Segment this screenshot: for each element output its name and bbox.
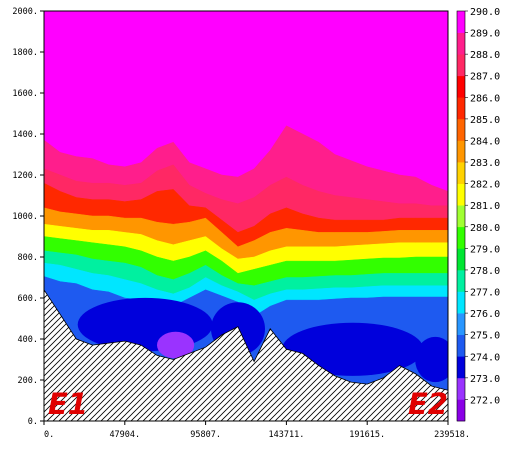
colorbar-tick-label: 283.0 [470,158,500,169]
colorbar-tick-label: 279.0 [470,244,500,255]
colorbar-tick-label: 278.0 [470,266,500,277]
colorbar-tick-label: 277.0 [470,288,500,299]
x-tick-label: 47904. [109,430,140,440]
y-tick-label: 0. [28,417,38,427]
terrain-hatched [44,289,448,421]
colorbar-tick-label: 273.0 [470,374,500,385]
colorbar-tick-label: 280.0 [470,223,500,234]
x-axis: 0. 47904. 95807. 143711. 191615. 239518. [43,421,470,440]
colorbar-swatch [457,226,465,249]
colorbar-swatch [457,269,465,292]
y-tick-label: 600. [18,294,38,304]
colorbar-swatch [457,334,465,357]
colorbar-swatch [457,377,465,400]
x-tick-label: 95807. [190,430,221,440]
y-tick-label: 400. [18,335,38,345]
corner-label-right: E2 [408,387,448,421]
colorbar-swatch [457,356,465,379]
y-tick-label: 1600. [12,89,38,99]
colorbar-swatch [457,118,465,141]
colorbar-tick-label: 285.0 [470,115,500,126]
y-tick-label: 1800. [12,48,38,58]
colorbar-tick-label: 290.0 [470,7,500,18]
corner-label-left: E1 [48,387,88,421]
x-tick-label: 239518. [434,430,470,440]
colorbar-tick-label: 274.0 [470,352,500,363]
y-tick-label: 1200. [12,171,38,181]
colorbar-tick-label: 276.0 [470,309,500,320]
cold-pocket-4 [157,331,195,359]
y-tick-label: 200. [18,376,38,386]
colorbar-swatch [457,11,465,33]
colorbar-tick-label: 284.0 [470,137,500,148]
colorbar-swatch [457,183,465,206]
colorbar-tick-label: 275.0 [470,331,500,342]
colorbar-swatch [457,248,465,271]
cold-pocket-3 [415,336,448,383]
colorbar-tick-label: 286.0 [470,93,500,104]
y-tick-label: 2000. [12,7,38,17]
colorbar-swatch [457,313,465,335]
colorbar-swatch [457,291,465,314]
colorbar-swatch [457,162,465,184]
plot-area [44,11,448,421]
y-axis: 0. 200. 400. 600. 800. 1000. 1200. 1400. 1600. 18… [12,7,44,427]
colorbar-tick-label: 289.0 [470,29,500,40]
y-tick-label: 1000. [12,212,38,222]
colorbar-swatch [457,75,465,98]
colorbar-swatch [457,140,465,163]
colorbar-swatch [457,205,465,228]
colorbar-tick-label: 282.0 [470,180,500,191]
colorbar-swatch [457,97,465,120]
x-tick-label: 191615. [349,430,385,440]
x-tick-label: 143711. [268,430,304,440]
x-tick-label: 0. [44,430,54,440]
colorbar-frame [456,10,466,422]
cold-pocket-2 [281,322,424,376]
colorbar-tick-label: 281.0 [470,201,500,212]
y-tick-label: 800. [18,253,38,263]
colorbar-swatch [457,54,465,77]
colorbar-swatch [457,399,465,422]
colorbar: 272.0 273.0 274.0 275.0 276.0 277.0 278.0 279.0… [456,7,500,422]
colorbar-tick-label: 287.0 [470,72,500,83]
colorbar-tick-label: 288.0 [470,50,500,61]
colorbar-swatch [457,32,465,55]
y-tick-label: 1400. [12,130,38,140]
colorbar-tick-label: 272.0 [470,395,500,406]
